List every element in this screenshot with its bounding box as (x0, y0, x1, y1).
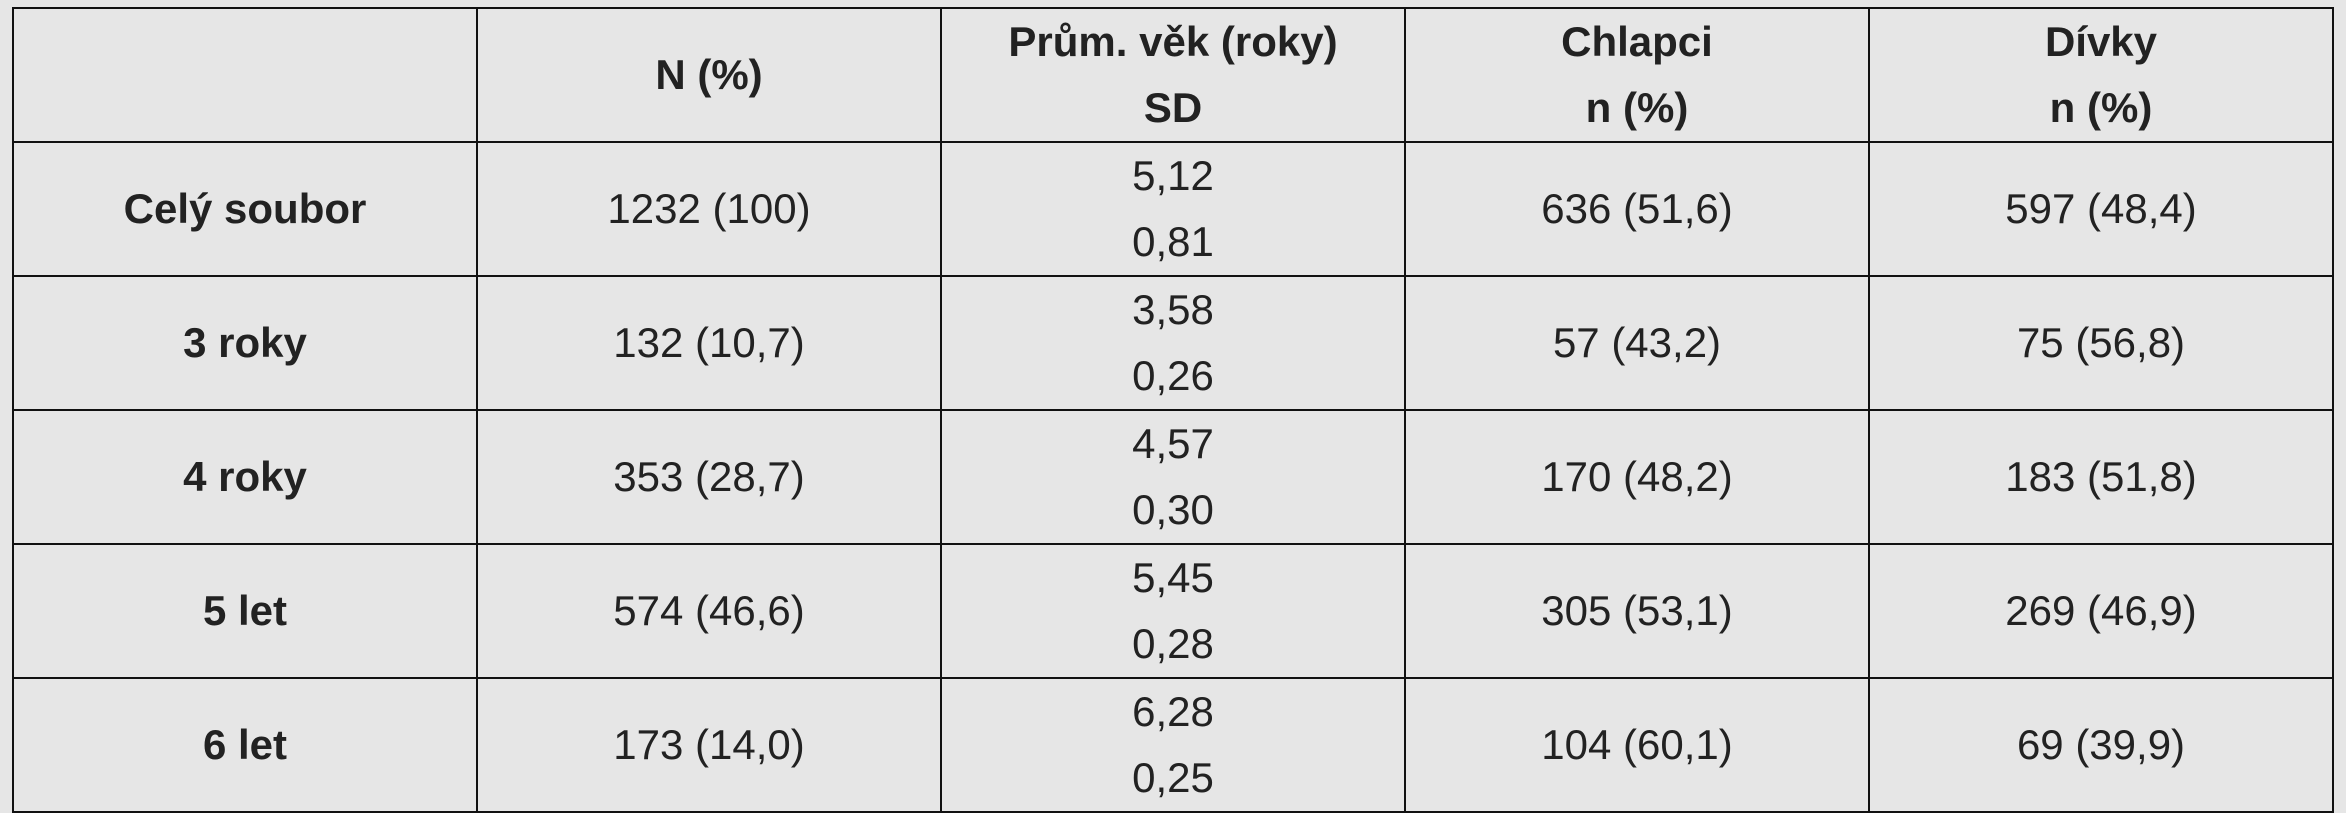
cell-text: 0,81 (1132, 218, 1214, 265)
cell-text: 6,28 (1132, 688, 1214, 735)
table-header: N (%) Prům. věk (roky) SD Chlapci n (%) Dívky… (12, 7, 2334, 143)
cell: 574 (46,6) (476, 543, 942, 679)
row-label: 4 roky (12, 409, 478, 545)
row-label: Celý soubor (12, 141, 478, 277)
header-text: n (%) (1585, 84, 1689, 131)
header-cell: Chlapci n (%) (1404, 7, 1870, 143)
cell-text: 0,28 (1132, 620, 1214, 667)
cell: 69 (39,9) (1868, 677, 2334, 813)
row-label: 5 let (12, 543, 478, 679)
header-row: N (%) Prům. věk (roky) SD Chlapci n (%) Dívky… (12, 7, 2334, 143)
cell-text: 0,30 (1132, 486, 1214, 533)
data-table: N (%) Prům. věk (roky) SD Chlapci n (%) Dívky… (12, 7, 2334, 813)
cell: 3,58 0,26 (940, 275, 1406, 411)
header-text: Prům. věk (roky) (1008, 18, 1338, 65)
table-body: Celý soubor 1232 (100) 5,12 0,81 636 (51,6) 5… (12, 141, 2334, 813)
header-cell: Dívky n (%) (1868, 7, 2334, 143)
cell: 597 (48,4) (1868, 141, 2334, 277)
header-text: Chlapci (1561, 18, 1713, 65)
cell: 305 (53,1) (1404, 543, 1870, 679)
header-cell: Prům. věk (roky) SD (940, 7, 1406, 143)
cell: 1232 (100) (476, 141, 942, 277)
header-cell: N (%) (476, 7, 942, 143)
cell: 6,28 0,25 (940, 677, 1406, 813)
header-text: SD (1143, 84, 1203, 131)
cell: 170 (48,2) (1404, 409, 1870, 545)
cell: 57 (43,2) (1404, 275, 1870, 411)
cell-text: 5,45 (1132, 554, 1214, 601)
cell: 183 (51,8) (1868, 409, 2334, 545)
cell: 173 (14,0) (476, 677, 942, 813)
cell-text: 3,58 (1132, 286, 1214, 333)
table-row: Celý soubor 1232 (100) 5,12 0,81 636 (51,6) 5… (12, 141, 2334, 277)
cell: 5,12 0,81 (940, 141, 1406, 277)
row-label: 3 roky (12, 275, 478, 411)
table-row: 3 roky 132 (10,7) 3,58 0,26 57 (43,2) 75 (56,… (12, 275, 2334, 411)
header-cell (12, 7, 478, 143)
header-text: N (%) (655, 51, 763, 98)
table-row: 5 let 574 (46,6) 5,45 0,28 305 (53,1) 269 (46… (12, 543, 2334, 679)
table-row: 6 let 173 (14,0) 6,28 0,25 104 (60,1) 69 (39,… (12, 677, 2334, 813)
table-row: 4 roky 353 (28,7) 4,57 0,30 170 (48,2) 183 (5… (12, 409, 2334, 545)
header-text: Dívky (2044, 18, 2158, 65)
cell: 75 (56,8) (1868, 275, 2334, 411)
cell: 353 (28,7) (476, 409, 942, 545)
cell: 269 (46,9) (1868, 543, 2334, 679)
cell-text: 0,25 (1132, 754, 1214, 801)
cell: 5,45 0,28 (940, 543, 1406, 679)
header-text: n (%) (2049, 84, 2153, 131)
cell: 4,57 0,30 (940, 409, 1406, 545)
cell: 132 (10,7) (476, 275, 942, 411)
row-label: 6 let (12, 677, 478, 813)
cell-text: 4,57 (1132, 420, 1214, 467)
cell-text: 5,12 (1132, 152, 1214, 199)
cell-text: 0,26 (1132, 352, 1214, 399)
cell: 104 (60,1) (1404, 677, 1870, 813)
cell: 636 (51,6) (1404, 141, 1870, 277)
